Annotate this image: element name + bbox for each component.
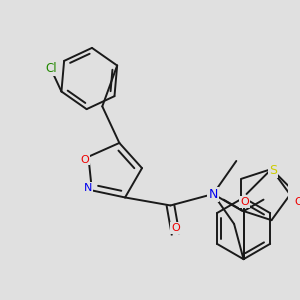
Text: Cl: Cl <box>45 62 57 75</box>
Text: O: O <box>240 197 249 207</box>
Text: S: S <box>269 164 278 177</box>
Text: O: O <box>171 223 180 233</box>
Text: N: N <box>208 188 218 200</box>
Text: O: O <box>80 154 89 165</box>
Text: O: O <box>294 197 300 207</box>
Text: N: N <box>84 182 92 193</box>
